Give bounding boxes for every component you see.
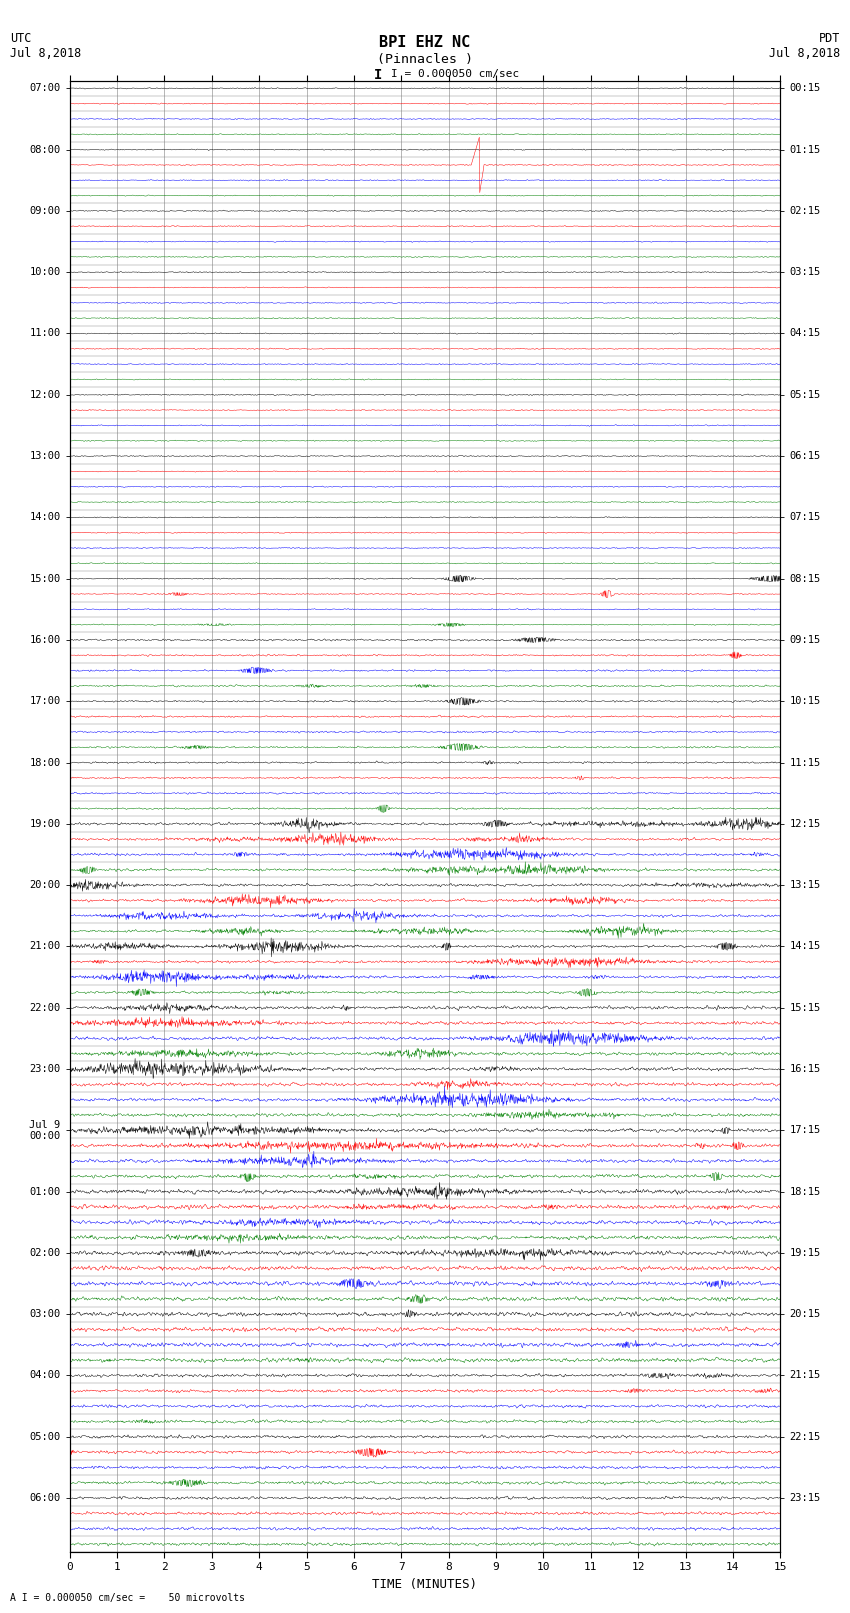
X-axis label: TIME (MINUTES): TIME (MINUTES) xyxy=(372,1578,478,1590)
Text: Jul 8,2018: Jul 8,2018 xyxy=(768,47,840,60)
Text: Jul 8,2018: Jul 8,2018 xyxy=(10,47,82,60)
Text: (Pinnacles ): (Pinnacles ) xyxy=(377,53,473,66)
Text: A I = 0.000050 cm/sec =    50 microvolts: A I = 0.000050 cm/sec = 50 microvolts xyxy=(10,1594,245,1603)
Text: I = 0.000050 cm/sec: I = 0.000050 cm/sec xyxy=(391,69,519,79)
Text: PDT: PDT xyxy=(819,32,840,45)
Text: BPI EHZ NC: BPI EHZ NC xyxy=(379,35,471,50)
Text: UTC: UTC xyxy=(10,32,31,45)
Text: I: I xyxy=(374,68,382,82)
